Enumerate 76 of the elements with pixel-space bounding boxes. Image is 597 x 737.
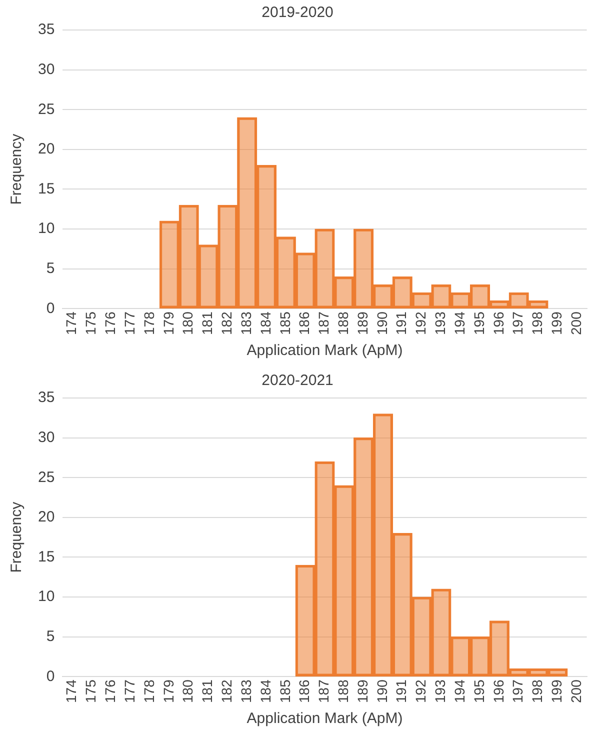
- x-tick-label: 191: [393, 679, 410, 703]
- x-tick-label: 174: [63, 679, 80, 703]
- x-tick-label: 184: [257, 679, 274, 703]
- x-tick-label: 196: [490, 311, 506, 335]
- y-tick-label: 30: [38, 428, 55, 446]
- x-tick-label: 177: [121, 679, 138, 703]
- x-tick-label: 182: [218, 311, 235, 335]
- y-tick-label: 10: [38, 220, 55, 238]
- y-tick-label: 10: [38, 588, 55, 606]
- x-tick-label: 186: [296, 311, 312, 335]
- x-tick-label: 195: [470, 311, 487, 335]
- x-tick-label: 194: [451, 679, 468, 703]
- x-tick-label: 198: [529, 311, 546, 335]
- x-tick-label: 180: [180, 311, 196, 335]
- x-tick-label: 189: [354, 311, 370, 335]
- y-tick-label: 0: [46, 668, 55, 685]
- x-tick-label: 178: [140, 679, 157, 703]
- x-tick-label: 184: [257, 311, 274, 335]
- x-tick-label: 196: [490, 679, 506, 703]
- y-tick-label: 35: [38, 21, 55, 38]
- y-tick-label: 5: [46, 628, 55, 645]
- y-tick-label: 0: [46, 300, 55, 317]
- x-tick-label: 197: [510, 679, 526, 703]
- x-tick-label: 185: [276, 311, 293, 335]
- x-tick-label: 187: [316, 311, 332, 335]
- x-tick-label: 178: [140, 311, 157, 335]
- x-tick-label: 177: [121, 311, 138, 335]
- x-tick-label: 193: [432, 311, 448, 335]
- x-tick-label: 183: [238, 311, 254, 335]
- x-tick-label: 190: [374, 311, 390, 335]
- y-tick-label: 20: [38, 140, 55, 158]
- x-tick-label: 176: [102, 679, 118, 703]
- x-tick-label: 193: [432, 679, 448, 703]
- x-axis-title: Application Mark (ApM): [246, 710, 403, 728]
- x-tick-label: 180: [180, 679, 196, 703]
- x-tick-label: 182: [218, 679, 235, 703]
- x-tick-label: 175: [82, 679, 99, 703]
- x-axis-title: Application Mark (ApM): [246, 342, 403, 360]
- x-tick-label: 192: [412, 311, 429, 335]
- x-tick-label: 187: [316, 679, 332, 703]
- y-tick-label: 15: [38, 180, 55, 198]
- y-tick-label: 25: [38, 468, 55, 486]
- x-tick-label: 188: [335, 311, 352, 335]
- x-tick-label: 179: [160, 679, 176, 703]
- x-tick-label: 174: [63, 311, 80, 335]
- x-tick-label: 176: [102, 311, 118, 335]
- x-tick-label: 183: [238, 679, 254, 703]
- x-tick-label: 181: [199, 679, 216, 703]
- y-axis-title: Frequency: [8, 133, 26, 205]
- x-tick-label: 194: [451, 311, 468, 335]
- y-axis-title: Frequency: [8, 501, 26, 573]
- x-tick-label: 185: [276, 679, 293, 703]
- y-tick-label: 5: [46, 260, 55, 277]
- x-tick-label: 200: [568, 679, 584, 703]
- x-tick-label: 199: [548, 311, 565, 335]
- y-tick-label: 25: [38, 100, 55, 118]
- x-tick-label: 195: [470, 679, 487, 703]
- x-tick-label: 190: [374, 679, 390, 703]
- x-tick-label: 199: [548, 679, 565, 703]
- y-tick-label: 35: [38, 389, 55, 406]
- x-tick-label: 192: [412, 679, 429, 703]
- x-tick-label: 197: [510, 311, 526, 335]
- chart-title: 2020-2021: [262, 372, 334, 390]
- x-tick-label: 186: [296, 679, 312, 703]
- x-tick-label: 175: [82, 311, 99, 335]
- x-tick-label: 189: [354, 679, 370, 703]
- x-tick-label: 198: [529, 679, 546, 703]
- x-tick-label: 181: [199, 311, 216, 335]
- y-tick-label: 20: [38, 508, 55, 526]
- x-tick-label: 188: [335, 679, 352, 703]
- chart-title: 2019-2020: [262, 4, 334, 22]
- x-tick-label: 200: [568, 311, 584, 335]
- x-tick-label: 179: [160, 311, 176, 335]
- x-tick-label: 191: [393, 311, 410, 335]
- y-tick-label: 15: [38, 548, 55, 566]
- y-tick-label: 30: [38, 60, 55, 78]
